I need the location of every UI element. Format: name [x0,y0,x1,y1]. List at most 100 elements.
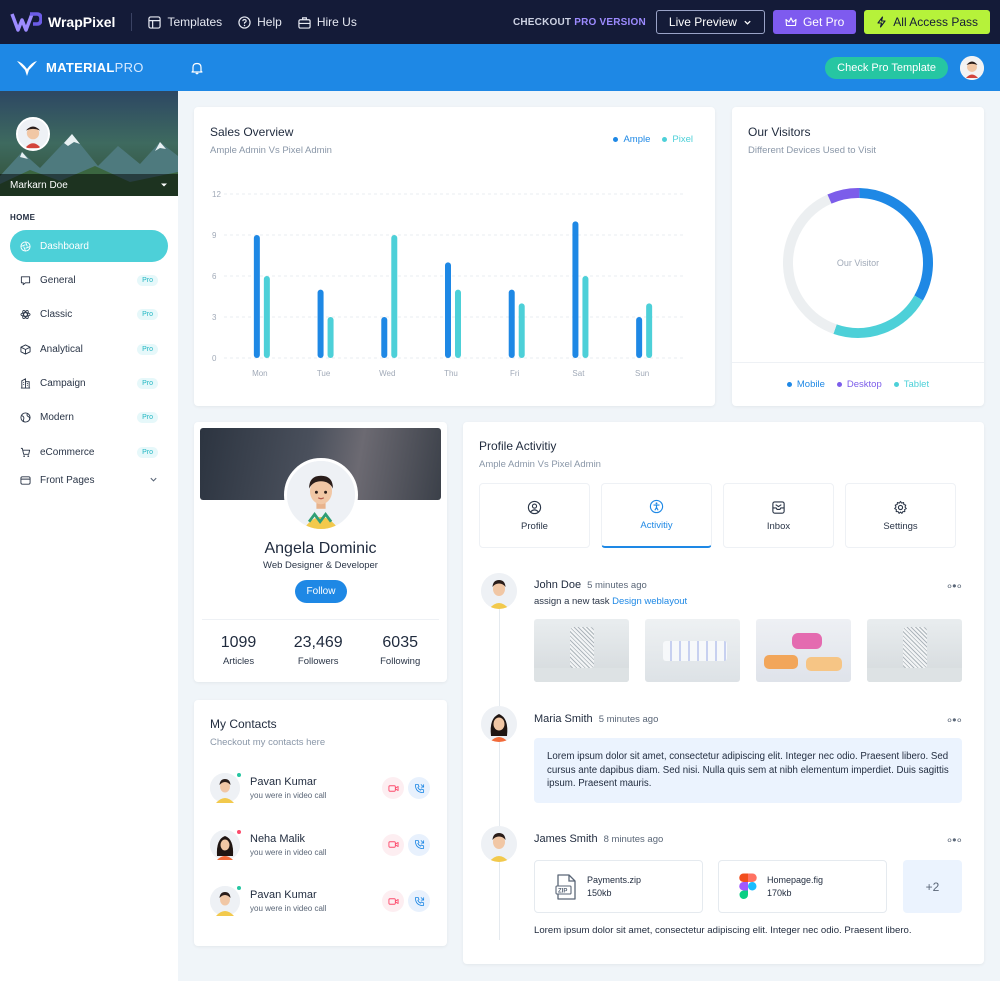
contact-item[interactable]: Pavan Kumar you were in video call [210,881,430,921]
maria-more-icon[interactable]: ∘•∘ [945,713,963,727]
stat-value: 23,469 [293,634,343,651]
gallery-image-4[interactable] [867,619,962,682]
more-files-count: +2 [925,879,940,894]
sidebar-item-front-pages[interactable]: Front Pages [10,471,168,485]
tab-settings[interactable]: Settings [845,483,956,548]
bar-pixel-thu[interactable] [455,289,461,358]
video-call-button[interactable] [382,890,404,912]
donut-slice-desktop[interactable] [827,188,860,204]
design-weblayout-link[interactable]: Design weblayout [612,596,688,607]
bar-pixel-sat[interactable] [582,276,589,358]
contact-name: Pavan Kumar [250,776,317,788]
follow-button[interactable]: Follow [295,580,347,603]
bar-pixel-fri[interactable] [518,303,525,358]
bar-ample-sun[interactable] [636,317,643,358]
maria-avatar[interactable] [481,706,517,742]
profile-stat-followers: 23,469 Followers [294,634,343,667]
john-image-gallery [534,619,962,682]
sidebar-menu: Dashboard General Pro Classic Pro Analytical P… [0,230,178,485]
sidebar-item-dashboard[interactable]: Dashboard [10,230,168,262]
bar-ample-sat[interactable] [572,221,579,358]
james-avatar[interactable] [481,826,517,862]
bell-icon[interactable] [190,61,204,75]
materialpro-logo[interactable]: MATERIALPRO [16,59,190,77]
profile-stat-articles: 1099 Articles [221,634,257,667]
video-call-button[interactable] [382,777,404,799]
bar-ample-wed[interactable] [381,317,388,358]
gallery-image-1[interactable] [534,619,629,682]
sidebar-item-general[interactable]: General Pro [10,264,168,296]
check-pro-template-button[interactable]: Check Pro Template [825,56,948,79]
visitor-legend-tablet: Tablet [893,379,929,390]
video-icon [387,897,399,905]
phone-call-button[interactable] [408,833,430,856]
sidebar-user-dropdown[interactable]: Markarn Doe [0,174,178,196]
stat-label: Following [380,656,421,667]
legend-dot [786,382,792,387]
bar-pixel-wed[interactable] [391,235,398,358]
get-pro-button[interactable]: Get Pro [772,10,857,34]
wrappixel-logo[interactable]: WrapPixel [10,12,115,32]
contact-avatar [210,772,242,803]
john-time: 5 minutes ago [587,580,647,591]
file-homepage-fig[interactable]: Homepage.fig 170kb [718,860,887,913]
y-tick-label: 9 [212,231,217,240]
bar-pixel-tue[interactable] [327,317,334,358]
video-call-button[interactable] [382,833,404,856]
pro-badge: Pro [137,446,158,458]
live-preview-button[interactable]: Live Preview [655,10,765,34]
sidebar-item-modern[interactable]: Modern Pro [10,402,168,434]
sidebar-item-ecommerce[interactable]: eCommerce Pro [10,436,168,468]
sales-legend: Ample Pixel [613,134,693,145]
contact-item[interactable]: Pavan Kumar you were in video call [210,768,430,808]
bar-ample-mon[interactable] [253,235,260,358]
phone-call-button[interactable] [408,890,430,912]
visitors-donut-chart: Our Visitor [783,188,933,338]
bar-ample-tue[interactable] [317,289,324,358]
tab-profile[interactable]: Profile [479,483,590,548]
svg-text:ZIP: ZIP [558,888,567,894]
pro-badge: Pro [137,309,158,321]
header-avatar[interactable] [960,55,984,80]
brand-pro: PRO [114,60,144,75]
hire-us-link[interactable]: Hire Us [298,15,357,29]
layout-icon [148,15,162,29]
john-avatar[interactable] [481,573,517,609]
more-files-button[interactable]: +2 [903,860,962,913]
sidebar-item-analytical[interactable]: Analytical Pro [10,333,168,365]
inbox-icon [772,500,785,514]
legend-pixel-label: Pixel [672,134,693,145]
bar-pixel-mon[interactable] [263,276,270,358]
sidebar-item-campaign[interactable]: Campaign Pro [10,368,168,400]
help-link[interactable]: Help [238,15,282,29]
profile-avatar[interactable] [284,458,358,532]
materialpro-logo-icon [17,60,37,76]
phone-call-button[interactable] [408,777,430,799]
sidebar-item-label: Campaign [40,378,86,390]
gallery-image-2[interactable] [645,619,740,682]
figma-icon [739,873,757,899]
sidebar-avatar[interactable] [16,117,50,151]
tab-activity[interactable]: Activitiy [601,483,712,548]
file-payments-zip[interactable]: ZIP Payments.zip 150kb [534,860,703,913]
bar-ample-fri[interactable] [508,289,515,358]
user-avatar-icon [210,829,240,860]
contact-item[interactable]: Neha Malik you were in video call [210,825,430,865]
x-tick-label: Thu [444,369,458,378]
visitor-legend-label: Mobile [796,379,825,390]
sidebar-item-label: Classic [40,309,73,321]
accessibility-icon [649,499,664,514]
gallery-image-3[interactable] [756,619,851,682]
james-more-icon[interactable]: ∘•∘ [945,833,963,847]
bar-ample-thu[interactable] [445,262,451,358]
john-more-icon[interactable]: ∘•∘ [945,579,963,593]
templates-link[interactable]: Templates [148,15,222,29]
donut-slice-tablet[interactable] [833,295,923,338]
tab-inbox[interactable]: Inbox [723,483,834,548]
donut-slice-other[interactable] [783,194,837,334]
all-access-pass-button[interactable]: All Access Pass [864,10,990,34]
donut-slice-mobile[interactable] [859,188,933,301]
x-tick-label: Mon [252,369,268,378]
sidebar-item-classic[interactable]: Classic Pro [10,299,168,331]
bar-pixel-sun[interactable] [646,303,653,358]
